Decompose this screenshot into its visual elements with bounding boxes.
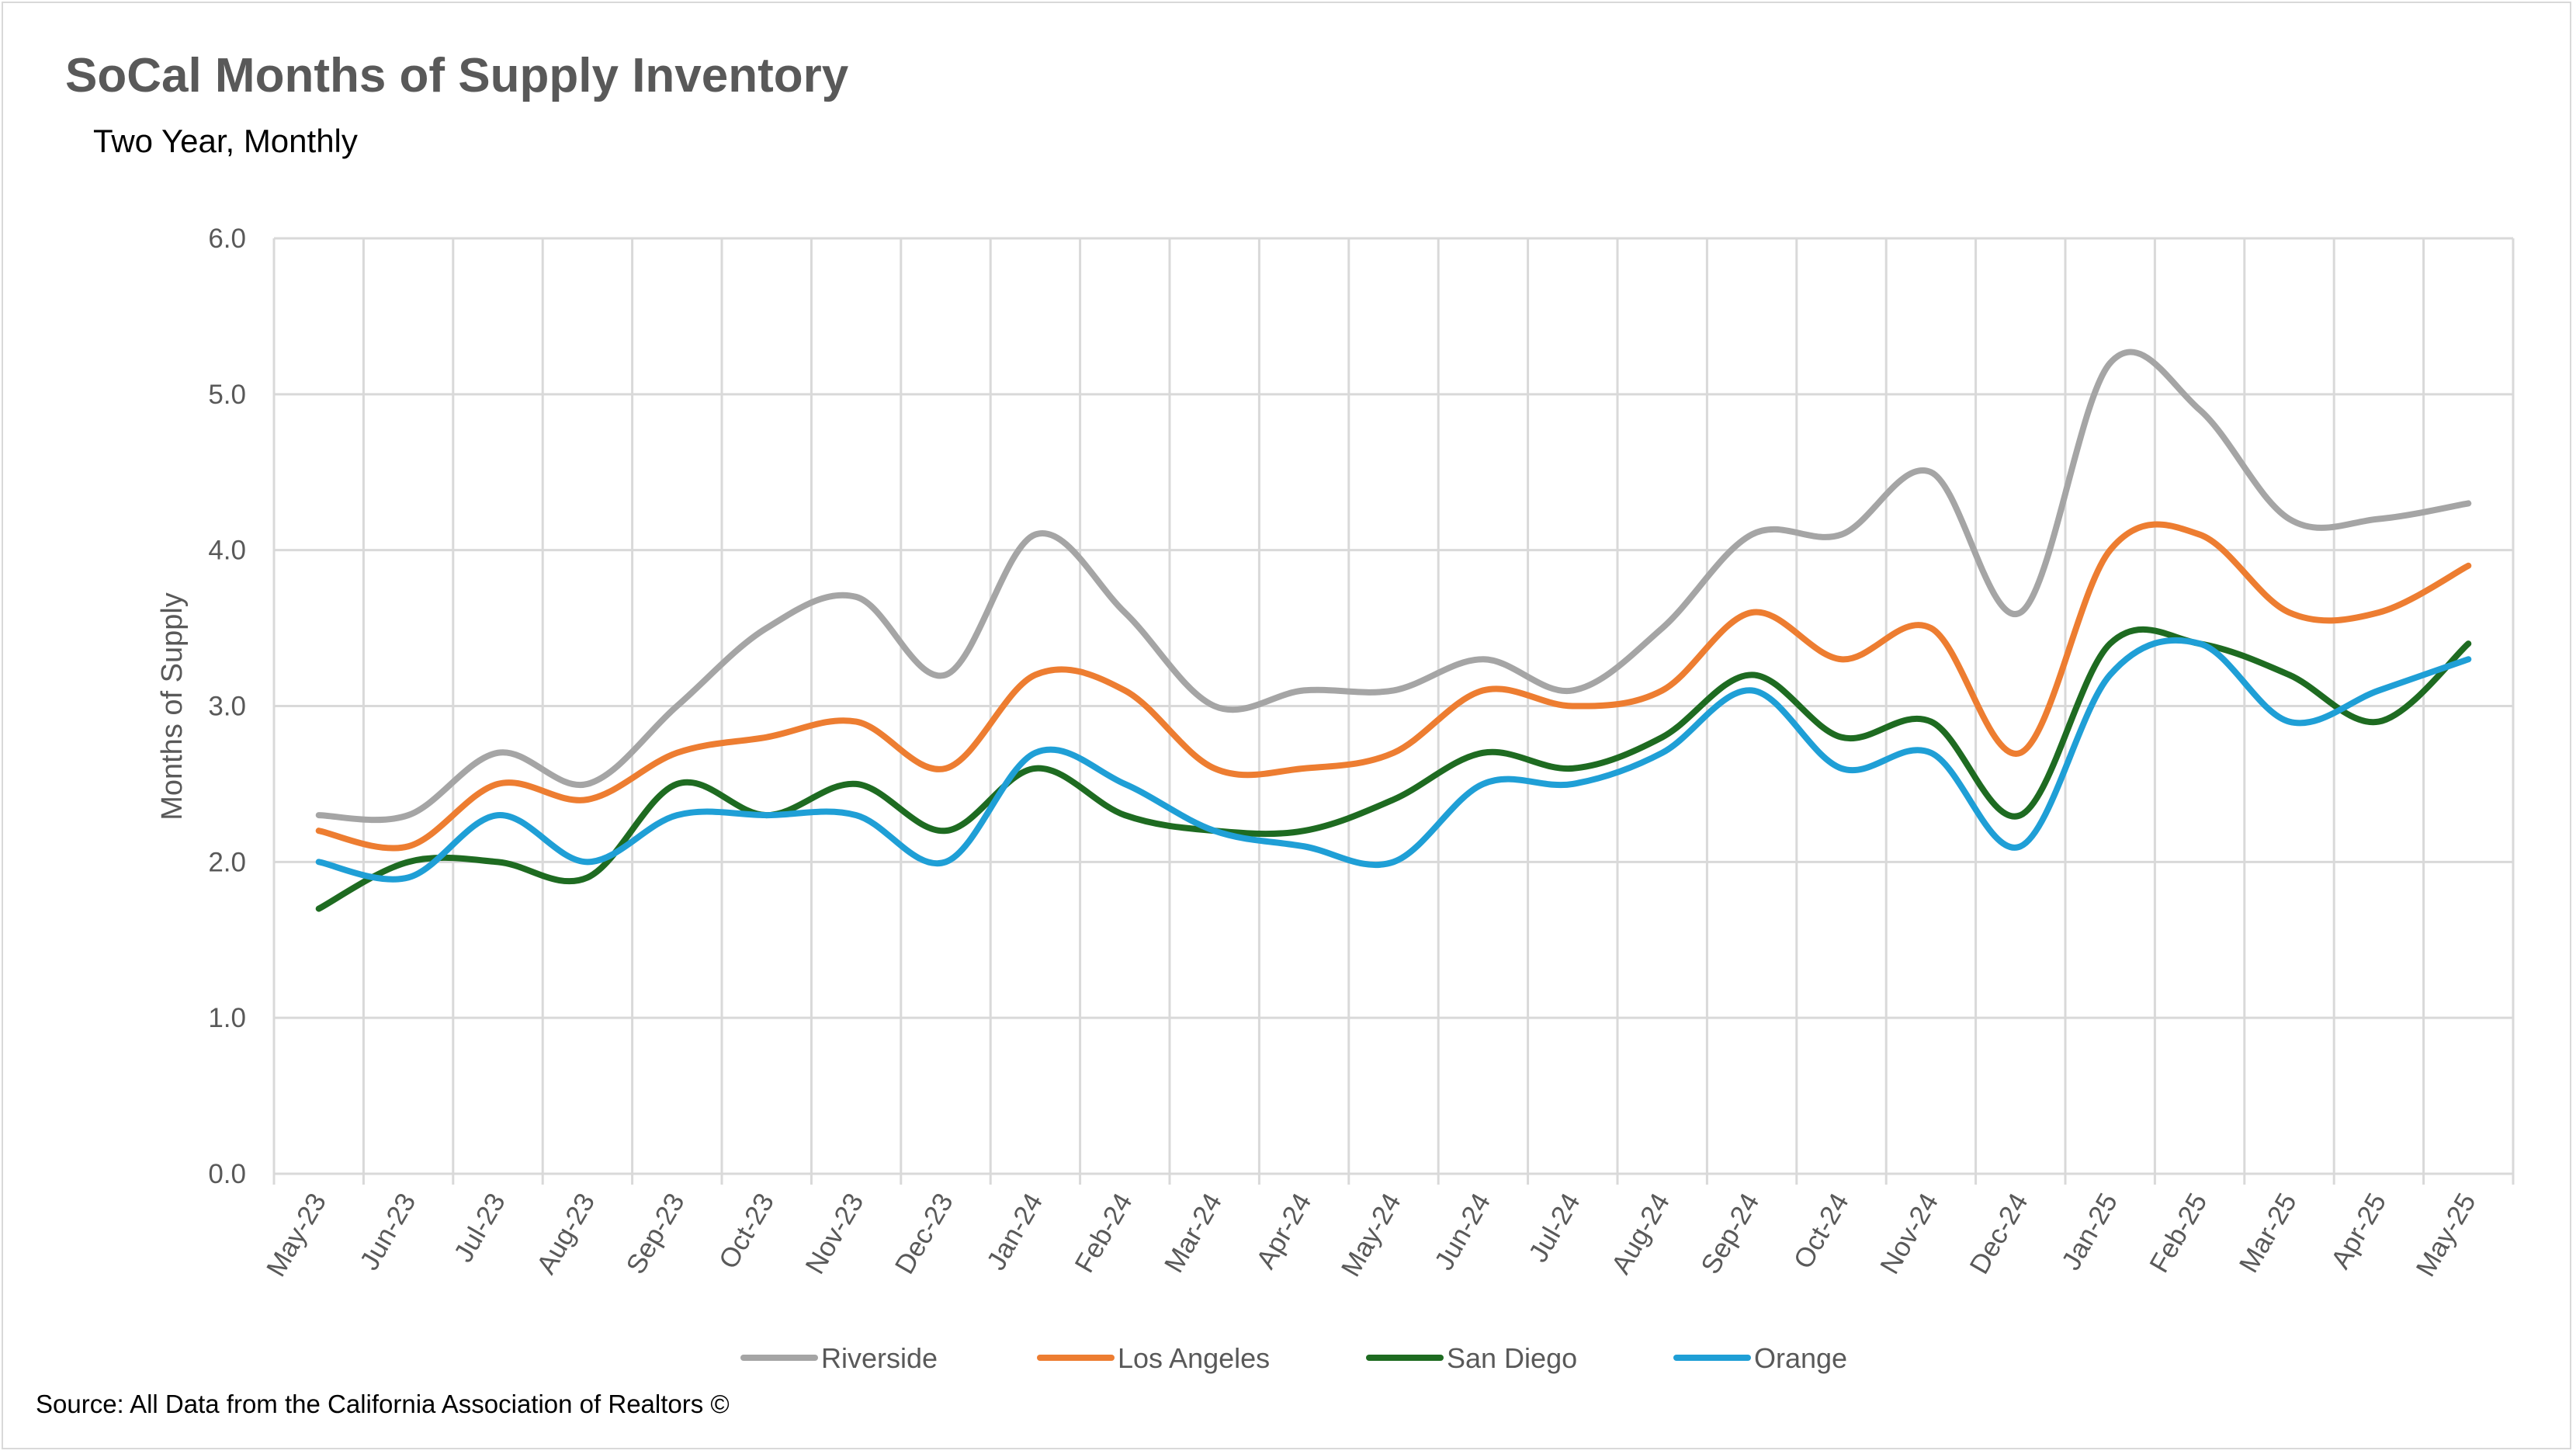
x-tick-label: Jul-23 <box>448 1189 511 1268</box>
x-tick-label: Oct-23 <box>713 1189 780 1274</box>
legend-label-riverside: Riverside <box>821 1342 938 1374</box>
y-tick-label: 0.0 <box>208 1159 246 1189</box>
series-line-san-diego <box>315 626 2472 912</box>
y-tick-label: 2.0 <box>208 847 246 877</box>
x-tick-label: Jul-24 <box>1523 1189 1586 1268</box>
x-tick-label: Jun-24 <box>1429 1189 1496 1275</box>
y-tick-label: 1.0 <box>208 1003 246 1033</box>
y-tick-label: 6.0 <box>208 224 246 254</box>
x-tick-label: May-23 <box>261 1189 332 1282</box>
x-tick-label: Oct-24 <box>1788 1189 1855 1274</box>
x-tick-label: Feb-24 <box>1069 1189 1138 1279</box>
x-tick-label: Sep-24 <box>1695 1189 1765 1279</box>
x-tick-label: Mar-24 <box>1159 1189 1228 1279</box>
x-tick-label: Apr-25 <box>2325 1189 2392 1274</box>
x-axis-ticks: May-23 Jun-23 Jul-23 Aug-23 Sep-23 Oct-23 Nov-… <box>261 1189 2482 1282</box>
x-tick-label: Feb-25 <box>2144 1189 2213 1279</box>
y-axis-title: Months of Supply <box>156 592 189 821</box>
source-note: Source: All Data from the California Ass… <box>36 1390 730 1418</box>
x-tick-label: Mar-25 <box>2234 1189 2303 1279</box>
x-tick-label: Nov-24 <box>1874 1189 1944 1279</box>
series-line-orange <box>315 637 2472 883</box>
y-tick-label: 4.0 <box>208 536 246 566</box>
x-tick-label: Sep-23 <box>620 1189 690 1279</box>
series-line-riverside <box>315 349 2472 824</box>
x-tick-label: May-24 <box>1336 1189 1407 1282</box>
legend: Riverside Los Angeles San Diego Orange <box>740 1342 1847 1374</box>
x-tick-label: Jun-23 <box>354 1189 421 1275</box>
x-tick-label: Nov-23 <box>799 1189 869 1279</box>
x-tick-label: Jan-24 <box>981 1189 1049 1275</box>
x-tick-label: Apr-24 <box>1250 1189 1317 1274</box>
x-tick-label: May-25 <box>2410 1189 2481 1282</box>
legend-label-orange: Orange <box>1754 1342 1847 1374</box>
y-axis-ticks: 0.0 1.0 2.0 3.0 4.0 5.0 6.0 <box>208 224 246 1189</box>
x-tick-label: Aug-24 <box>1606 1189 1676 1279</box>
y-tick-label: 3.0 <box>208 692 246 722</box>
y-tick-label: 5.0 <box>208 380 246 410</box>
x-tick-label: Dec-23 <box>889 1189 959 1279</box>
x-tick-label: Jan-25 <box>2056 1189 2124 1275</box>
legend-label-los-angeles: Los Angeles <box>1118 1342 1270 1374</box>
chart-subtitle: Two Year, Monthly <box>93 123 358 159</box>
gridlines <box>272 237 2515 1185</box>
x-tick-label: Aug-23 <box>531 1189 601 1279</box>
series-lines <box>315 349 2472 912</box>
series-line-los-angeles <box>315 521 2472 852</box>
legend-label-san-diego: San Diego <box>1447 1342 1577 1374</box>
x-tick-label: Dec-24 <box>1964 1189 2033 1279</box>
chart-title: SoCal Months of Supply Inventory <box>65 49 849 102</box>
